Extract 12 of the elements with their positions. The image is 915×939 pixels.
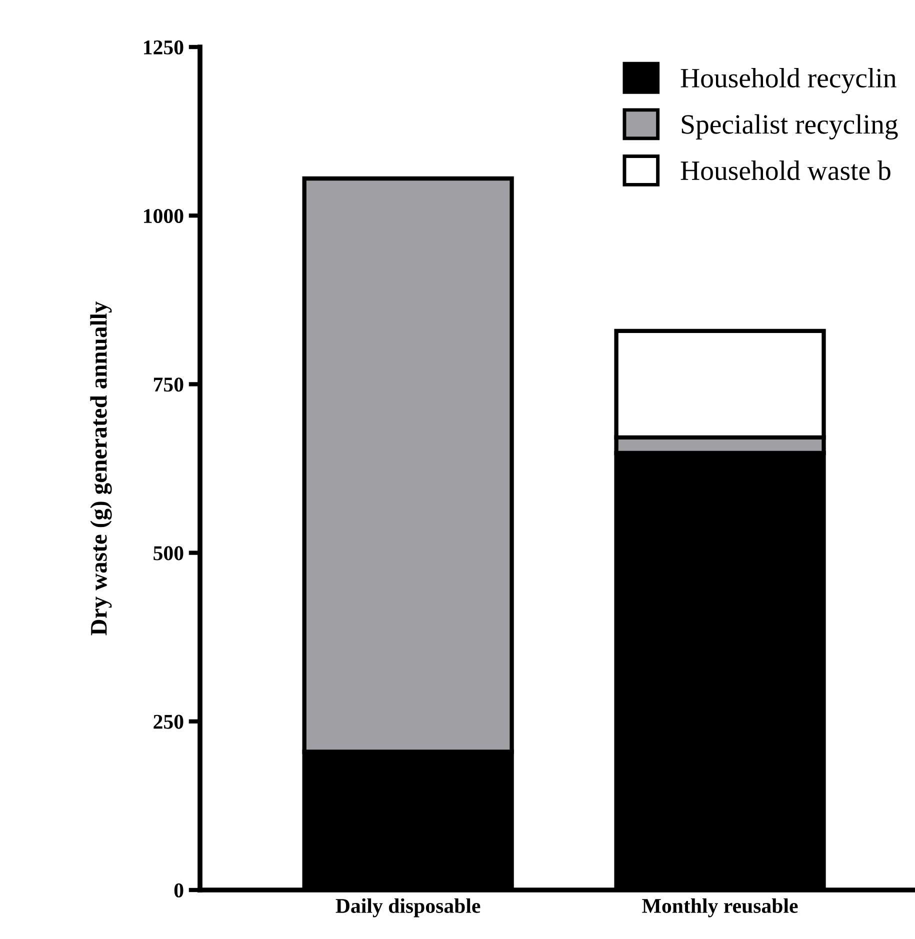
y-tick-label: 1250 xyxy=(144,40,184,54)
y-tick-label: 750 xyxy=(154,378,184,392)
y-tick-label: 0 xyxy=(174,883,184,898)
y-tick-label: 250 xyxy=(154,714,184,729)
x-tick-label: Monthly reusable xyxy=(642,898,798,918)
legend-label: Household waste b xyxy=(680,160,890,180)
y-tick-label: 500 xyxy=(154,546,184,560)
x-tick-label: Daily disposable xyxy=(336,898,480,918)
legend-label: Specialist recycling xyxy=(682,114,898,140)
y-tick-label: 1000 xyxy=(144,208,184,224)
legend-label: Household recyclin xyxy=(680,68,896,94)
y-axis-title: Dry waste (g) generated annually xyxy=(90,302,112,636)
